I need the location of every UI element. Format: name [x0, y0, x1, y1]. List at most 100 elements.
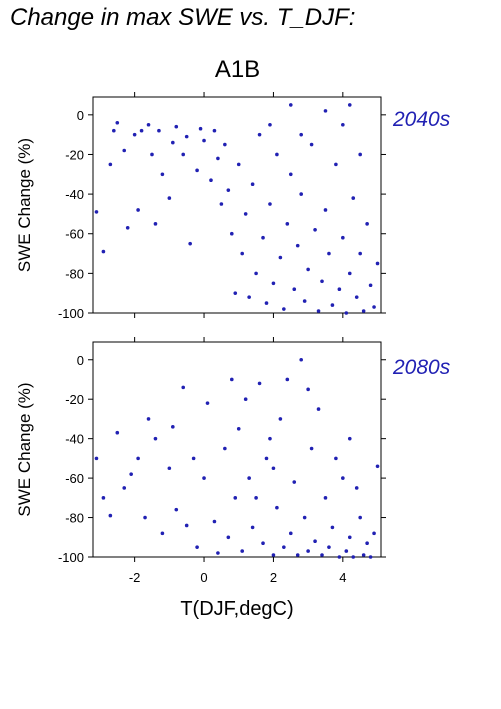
data-point [101, 496, 106, 500]
data-point [358, 251, 362, 256]
y-tick-label: 0 [77, 108, 84, 123]
data-point [292, 480, 297, 484]
data-point [282, 307, 286, 311]
data-point [146, 417, 151, 421]
data-point [202, 476, 206, 480]
data-point [347, 103, 352, 107]
data-point [233, 291, 238, 295]
data-point [174, 124, 179, 129]
data-point [223, 446, 227, 451]
data-point [375, 464, 380, 469]
x-tick-label: 2 [270, 570, 277, 585]
data-point [229, 377, 234, 382]
data-point [295, 553, 300, 557]
data-point [167, 466, 172, 471]
data-point [271, 553, 276, 557]
data-point [344, 549, 349, 553]
data-point [295, 243, 300, 248]
y-tick-label: -40 [65, 187, 84, 202]
data-point [122, 148, 127, 153]
data-point [212, 128, 217, 133]
data-point [365, 222, 369, 226]
data-point [195, 168, 199, 173]
y-tick-label: 0 [77, 353, 84, 368]
data-point [299, 192, 303, 196]
data-point [320, 279, 324, 284]
data-point [226, 535, 231, 540]
data-point [292, 287, 297, 292]
data-point [174, 507, 179, 512]
data-point [368, 283, 373, 288]
data-point [299, 132, 303, 137]
data-point [313, 227, 317, 232]
period-label: 2040s [392, 108, 451, 131]
data-point [226, 188, 231, 192]
data-point [347, 436, 352, 441]
data-point [188, 241, 192, 246]
data-point [171, 140, 175, 145]
y-tick-label: -20 [65, 392, 84, 407]
data-point [223, 142, 227, 147]
data-point [254, 496, 258, 500]
data-point [219, 202, 224, 206]
data-point [257, 132, 262, 137]
data-point [278, 417, 283, 421]
data-point [240, 251, 245, 256]
data-point [247, 295, 251, 299]
data-point [368, 555, 373, 559]
data-point [146, 122, 151, 127]
data-point [330, 525, 335, 530]
y-tick-label: -100 [58, 306, 84, 321]
data-point [153, 222, 158, 226]
data-point [285, 377, 290, 382]
data-point [122, 486, 127, 490]
y-tick-label: -60 [65, 471, 84, 486]
data-point [271, 281, 276, 286]
data-point [361, 309, 366, 313]
data-point [327, 251, 331, 256]
data-point [136, 456, 140, 461]
data-point [171, 425, 175, 429]
data-point [254, 271, 258, 276]
data-point [209, 178, 213, 183]
data-point [334, 456, 338, 461]
data-point [181, 152, 186, 157]
data-point [198, 126, 203, 131]
data-point [247, 476, 251, 480]
data-point [184, 523, 189, 528]
data-point [347, 535, 352, 540]
data-point [136, 208, 140, 212]
data-point [275, 505, 279, 510]
period-label: 2080s [392, 356, 451, 379]
data-point [361, 553, 366, 557]
data-point [257, 381, 262, 386]
data-point [125, 225, 130, 230]
data-point [112, 128, 116, 133]
data-point [309, 446, 314, 451]
data-point [341, 476, 345, 480]
data-point [372, 531, 376, 536]
data-point [299, 357, 303, 362]
data-point [306, 267, 310, 272]
x-tick-label: -2 [129, 570, 141, 585]
data-point [94, 456, 99, 461]
data-point [285, 222, 290, 226]
data-point [243, 397, 248, 402]
data-point [153, 436, 158, 441]
data-point [212, 519, 217, 524]
data-point [313, 539, 317, 544]
data-point [236, 162, 241, 167]
data-point [337, 287, 342, 292]
data-point [330, 303, 335, 307]
data-point [139, 128, 144, 133]
plot-frame [92, 341, 382, 558]
data-point [268, 436, 272, 441]
data-point [365, 541, 369, 545]
data-point [372, 305, 376, 309]
data-point [264, 301, 269, 305]
data-point [316, 309, 321, 313]
data-point [240, 549, 245, 553]
data-point [302, 515, 307, 520]
